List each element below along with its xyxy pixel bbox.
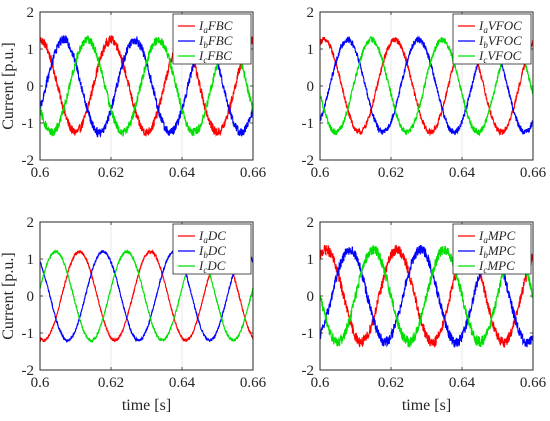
axes-box (319, 11, 534, 161)
series-line-IaMPC (319, 243, 534, 349)
legend-entry: IbFBC (198, 33, 233, 50)
y-tick-label: 1 (307, 42, 315, 58)
x-tick-label: 0.62 (378, 375, 404, 391)
y-tick-label: -1 (22, 116, 35, 132)
x-tick-label: 0.64 (449, 375, 476, 391)
x-tick-label: 0.66 (240, 375, 267, 391)
y-tick-label: 2 (307, 5, 315, 21)
x-tick-label: 0.6 (311, 165, 330, 181)
y-tick-label: 2 (307, 215, 315, 231)
series-line-IcMPC (319, 244, 534, 349)
axes-box (319, 221, 534, 371)
legend-entry: IaFBC (198, 18, 233, 35)
legend-entry: IaVFOC (478, 18, 522, 35)
y-tick-label: 0 (307, 289, 315, 305)
y-tick-label: -2 (22, 153, 35, 169)
y-axis-label: Current [p.u.] (0, 252, 17, 340)
x-axis-label: time [s] (402, 397, 451, 414)
y-tick-label: 1 (27, 252, 35, 268)
x-tick-label: 0.6 (31, 375, 50, 391)
series-line-IaFBC (39, 35, 254, 137)
legend-entry: IcDC (198, 258, 226, 275)
x-tick-label: 0.6 (311, 375, 330, 391)
series-line-IcVFOC (319, 35, 534, 137)
y-tick-label: 0 (27, 79, 35, 95)
legend-entry: IaDC (198, 228, 226, 245)
x-tick-label: 0.62 (98, 165, 124, 181)
y-tick-label: 2 (27, 215, 35, 231)
x-tick-label: 0.66 (520, 375, 547, 391)
y-tick-label: 0 (27, 289, 35, 305)
legend-entry: IbVFOC (478, 33, 522, 50)
series-line-IcDC (39, 248, 254, 344)
x-tick-label: 0.64 (169, 375, 196, 391)
legend-box (172, 223, 252, 275)
series-line-IbDC (39, 248, 254, 344)
series-line-IaVFOC (319, 36, 534, 137)
legend-entry: IbDC (198, 243, 226, 260)
y-axis-label: Current [p.u.] (0, 42, 17, 130)
x-tick-label: 0.66 (240, 165, 267, 181)
x-tick-label: 0.64 (449, 165, 476, 181)
y-tick-label: -1 (302, 116, 315, 132)
y-tick-label: -2 (302, 153, 315, 169)
x-tick-label: 0.64 (169, 165, 196, 181)
legend-entry: IaMPC (478, 228, 516, 245)
y-tick-label: 0 (307, 79, 315, 95)
x-axis-label: time [s] (122, 397, 171, 414)
legend-entry: IcFBC (198, 48, 232, 65)
legend-entry: IbMPC (478, 243, 516, 260)
x-tick-label: 0.62 (378, 165, 404, 181)
y-tick-label: 2 (27, 5, 35, 21)
y-tick-label: 1 (307, 252, 315, 268)
y-tick-label: -1 (302, 326, 315, 342)
x-tick-label: 0.6 (31, 165, 50, 181)
x-tick-label: 0.62 (98, 375, 124, 391)
axes-box (39, 221, 254, 371)
y-tick-label: -2 (302, 363, 315, 379)
y-tick-label: -2 (22, 363, 35, 379)
legend-entry: IcMPC (478, 258, 515, 275)
y-tick-label: -1 (22, 326, 35, 342)
axes-box (39, 11, 254, 161)
x-tick-label: 0.66 (520, 165, 547, 181)
y-tick-label: 1 (27, 42, 35, 58)
legend-entry: IcVFOC (478, 48, 522, 65)
